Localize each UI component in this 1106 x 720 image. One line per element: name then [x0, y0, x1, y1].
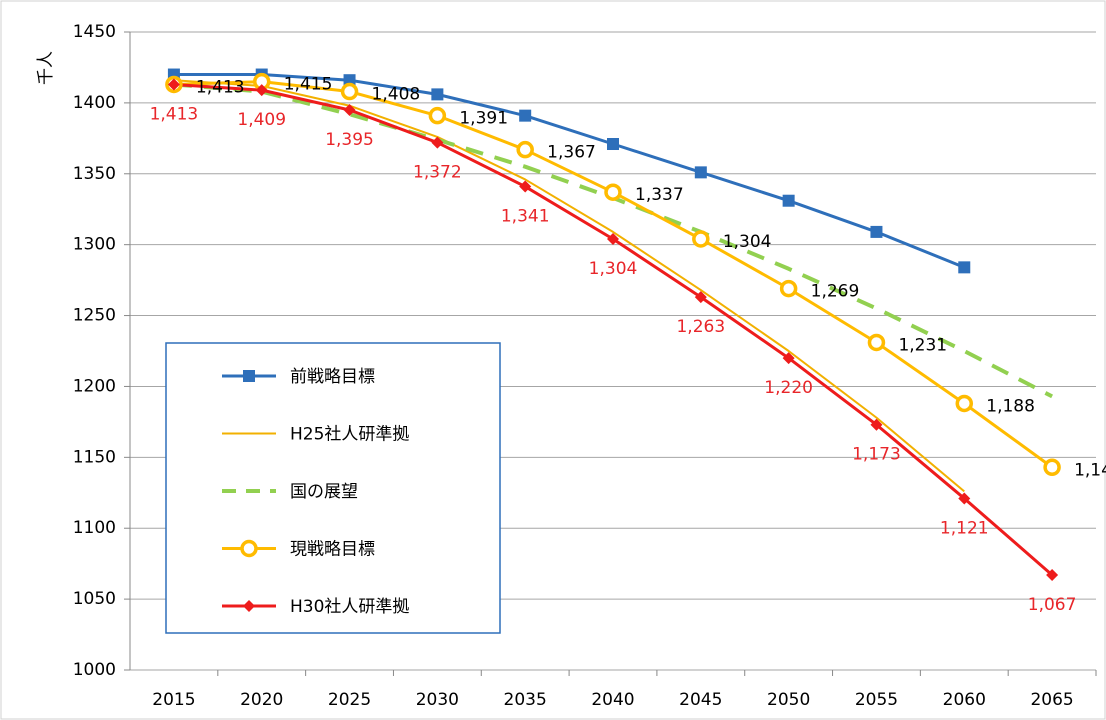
- x-tick-label: 2025: [328, 690, 371, 710]
- data-label: 1,408: [372, 85, 421, 105]
- marker: [870, 418, 883, 431]
- marker: [431, 136, 444, 149]
- marker: [243, 370, 255, 382]
- x-tick-label: 2040: [591, 690, 634, 710]
- data-label: 1,067: [1028, 595, 1077, 615]
- marker: [1043, 458, 1061, 477]
- data-label: 1,413: [150, 104, 199, 124]
- marker: [167, 78, 180, 91]
- marker: [867, 333, 886, 352]
- data-label: 1,188: [986, 396, 1035, 416]
- marker: [340, 82, 359, 101]
- data-label: 1,415: [284, 75, 333, 95]
- marker: [694, 166, 707, 179]
- y-tick-label: 1400: [73, 93, 116, 113]
- data-label: 1,121: [940, 518, 989, 538]
- y-tick-label: 1000: [73, 660, 116, 680]
- data-label: 1,220: [764, 378, 813, 398]
- series-line: [173, 79, 965, 493]
- marker: [782, 352, 795, 365]
- legend-box: [165, 342, 501, 634]
- data-label: 1,231: [898, 335, 947, 355]
- data-label: 1,391: [459, 109, 508, 129]
- marker: [694, 291, 707, 304]
- data-label: 1,367: [547, 143, 596, 163]
- marker: [607, 232, 619, 245]
- data-label: 1,372: [413, 163, 462, 183]
- marker: [431, 88, 444, 101]
- y-tick-label: 1450: [73, 22, 116, 42]
- marker: [870, 225, 883, 238]
- y-tick-label: 1200: [73, 376, 116, 396]
- marker: [782, 194, 795, 207]
- marker: [955, 394, 974, 413]
- data-label: 1,269: [811, 282, 860, 302]
- x-tick-label: 2020: [240, 690, 283, 710]
- data-label: 1,143: [1074, 460, 1106, 480]
- x-tick-label: 2055: [855, 690, 898, 710]
- data-label: 1,263: [676, 317, 725, 337]
- x-tick-label: 2015: [152, 690, 195, 710]
- y-tick-label: 1350: [73, 164, 116, 184]
- marker: [343, 74, 356, 87]
- marker: [607, 138, 619, 151]
- x-tick-label: 2030: [416, 690, 459, 710]
- marker: [692, 230, 710, 248]
- data-label: 1,395: [325, 130, 374, 150]
- marker: [240, 539, 258, 558]
- marker: [958, 492, 971, 505]
- data-label: 1,304: [589, 259, 638, 279]
- x-tick-label: 2045: [679, 690, 722, 710]
- y-tick-label: 1100: [73, 518, 116, 538]
- y-tick-label: 1250: [73, 306, 116, 326]
- legend-label: 国の展望: [290, 482, 358, 502]
- series-line: [173, 73, 965, 269]
- marker: [779, 279, 798, 298]
- data-label: 1,173: [852, 445, 901, 465]
- legend-label: 前戦略目標: [290, 367, 375, 387]
- legend-label: H30社人研準拠: [290, 597, 409, 617]
- x-tick-label: 2060: [943, 690, 986, 710]
- legend-label: H25社人研準拠: [290, 425, 409, 445]
- data-label: 1,341: [501, 207, 550, 227]
- y-axis-title: 千人: [36, 51, 56, 85]
- legend-label: 現戦略目標: [290, 540, 375, 560]
- x-tick-label: 2050: [767, 690, 810, 710]
- marker: [343, 103, 356, 116]
- marker: [243, 600, 255, 612]
- marker: [958, 261, 971, 274]
- marker: [428, 106, 447, 125]
- marker: [255, 84, 268, 97]
- marker: [519, 180, 532, 193]
- y-tick-label: 1050: [73, 589, 116, 609]
- marker: [1046, 569, 1059, 582]
- marker: [516, 140, 534, 159]
- y-tick-label: 1300: [73, 235, 116, 255]
- data-label: 1,337: [635, 185, 684, 205]
- x-tick-label: 2065: [1030, 690, 1073, 710]
- marker: [604, 183, 622, 201]
- data-label: 1,409: [237, 110, 286, 130]
- data-label: 1,304: [723, 232, 772, 252]
- y-tick-label: 1150: [73, 447, 116, 467]
- x-tick-label: 2035: [504, 690, 547, 710]
- data-label: 1,413: [196, 77, 245, 97]
- marker: [519, 109, 532, 122]
